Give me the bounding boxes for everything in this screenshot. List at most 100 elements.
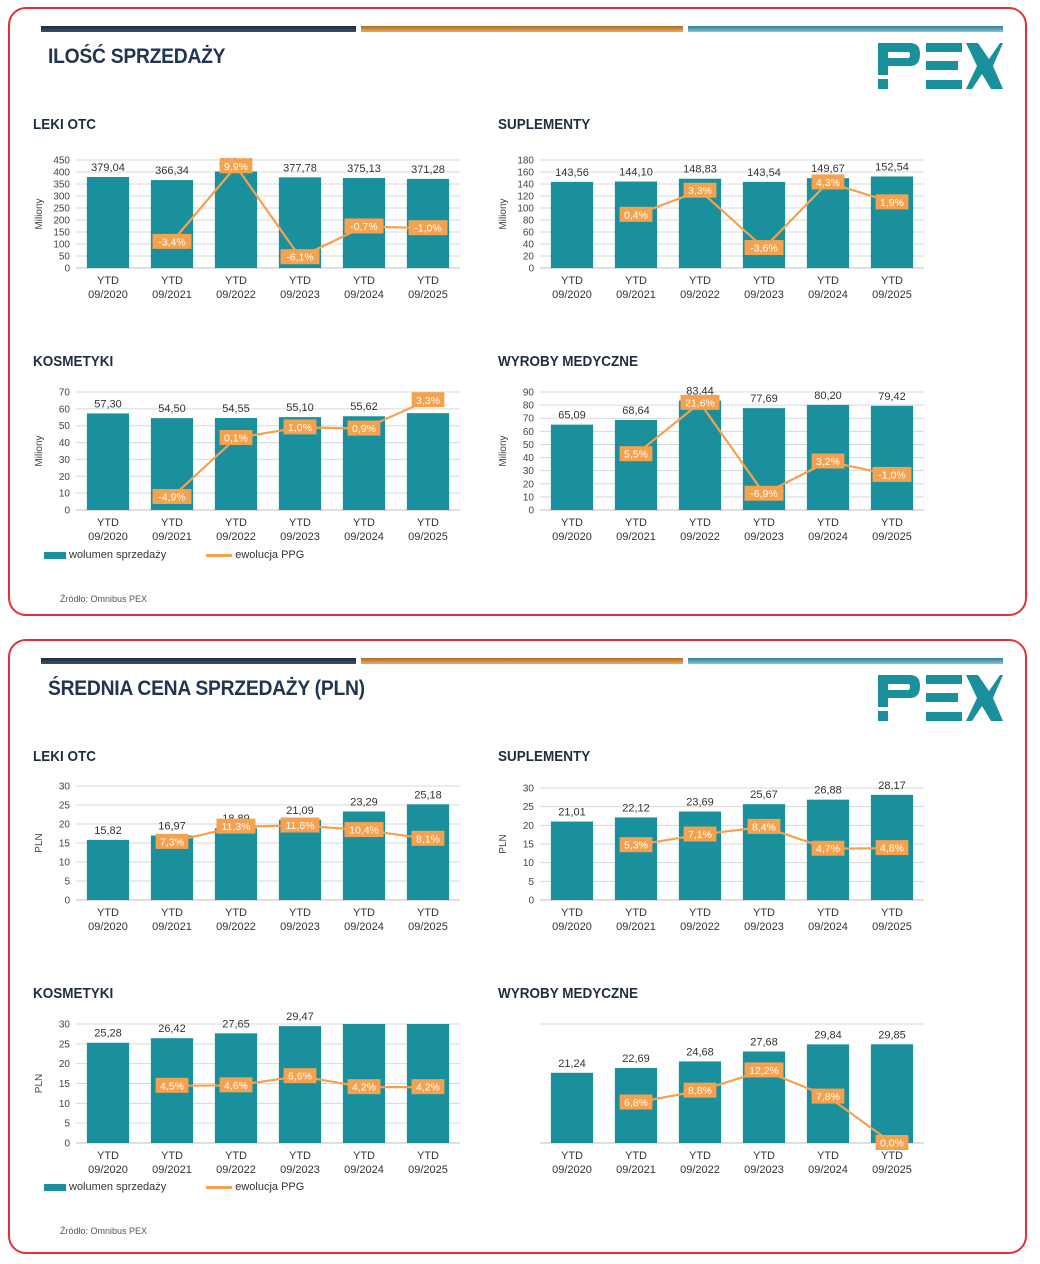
y-tick-label: 15	[523, 840, 535, 851]
header-stripe-navy	[41, 658, 356, 664]
bar	[86, 1042, 130, 1143]
ppg-label: 1,0%	[288, 422, 312, 434]
ppg-label: 6,8%	[624, 1097, 648, 1109]
x-tick-label: YTD	[97, 275, 119, 287]
y-tick-label: 25	[523, 802, 535, 813]
bar	[550, 424, 594, 510]
x-tick-label: YTD	[97, 517, 119, 529]
bar-value-label: 15,82	[94, 825, 122, 837]
ppg-label: 4,2%	[352, 1082, 376, 1094]
x-tick-label: 09/2025	[408, 289, 448, 301]
ppg-label: 4,7%	[816, 843, 840, 855]
ppg-label: 11,6%	[286, 820, 315, 832]
ppg-label-box	[411, 830, 445, 846]
bar-value-label: 68,64	[622, 405, 650, 417]
x-tick-label: 09/2024	[808, 531, 848, 543]
y-tick-label: 10	[59, 858, 71, 869]
section-title: ILOŚĆ SPRZEDAŻY	[48, 45, 226, 68]
y-tick-label: 200	[53, 216, 70, 227]
x-tick-label: 09/2022	[680, 1164, 720, 1176]
header-stripe-teal	[688, 26, 1003, 32]
x-tick-label: YTD	[161, 517, 183, 529]
bar-value-label: 26,42	[158, 1023, 186, 1035]
y-tick-label: 180	[517, 156, 534, 167]
ppg-label: -1,0%	[878, 469, 905, 481]
x-tick-label: 09/2021	[616, 531, 656, 543]
y-tick-label: 100	[53, 240, 70, 251]
chart-title: LEKI OTC	[33, 748, 96, 765]
bar	[678, 811, 722, 900]
ppg-label-box	[152, 489, 192, 505]
chart-kosmetyki-price: 0 5 10 15 20 25 30 PLN 25,28 YTD 09/2020 26,42 YTD 09…	[34, 1011, 460, 1176]
x-tick-label: YTD	[289, 517, 311, 529]
x-tick-label: 09/2025	[872, 921, 912, 933]
bar-value-label: 23,29	[350, 796, 378, 808]
bar-value-label: 29,85	[878, 1029, 906, 1041]
legend-line-swatch	[206, 553, 233, 557]
x-tick-label: 09/2021	[152, 921, 192, 933]
y-tick-label: 40	[59, 438, 71, 449]
y-tick-label: 15	[59, 839, 71, 850]
ppg-label-box	[747, 818, 781, 834]
x-tick-label: 09/2024	[808, 1164, 848, 1176]
bar-value-label: 27,68	[750, 1037, 778, 1049]
x-tick-label: YTD	[817, 907, 839, 919]
bar-value-label: 21,24	[558, 1058, 586, 1070]
x-tick-label: YTD	[689, 1150, 711, 1162]
ppg-label: 8,4%	[752, 821, 776, 833]
ppg-label: 8,8%	[688, 1085, 712, 1097]
bar-value-label: 55,62	[350, 401, 378, 413]
ppg-label-box	[216, 818, 256, 834]
legend-line-label: ewolucja PPG	[235, 1181, 305, 1193]
x-tick-label: 09/2021	[616, 1164, 656, 1176]
bar-value-label: 21,01	[558, 807, 586, 819]
bar	[278, 1026, 322, 1143]
ppg-label: 0,0%	[880, 1138, 904, 1150]
x-tick-label: 09/2022	[680, 921, 720, 933]
panel-sales-volume: ILOŚĆ SPRZEDAŻY Źródło: Omnibus PEX wolu…	[8, 7, 1027, 616]
x-tick-label: 09/2023	[744, 289, 784, 301]
ppg-label: 4,5%	[160, 1080, 184, 1092]
x-tick-label: 09/2025	[408, 921, 448, 933]
bar-value-label: 77,69	[750, 393, 778, 405]
bar-value-label: 371,28	[411, 164, 445, 176]
x-tick-label: 09/2024	[344, 531, 384, 543]
section-title: ŚREDNIA CENA SPRZEDAŻY (PLN)	[48, 677, 365, 700]
ppg-label: 8,1%	[416, 833, 440, 845]
y-tick-label: 0	[64, 1139, 70, 1150]
bar	[870, 405, 914, 510]
y-tick-label: 140	[517, 180, 534, 191]
y-tick-label: 80	[523, 216, 535, 227]
ppg-label-box	[344, 822, 384, 838]
y-tick-label: 60	[523, 228, 535, 239]
ppg-label: -6,9%	[750, 488, 777, 500]
chart-title: SUPLEMENTY	[498, 748, 591, 765]
x-tick-label: YTD	[753, 907, 775, 919]
ppg-label: 4,2%	[416, 1082, 440, 1094]
y-tick-label: 20	[523, 479, 535, 490]
header-stripe-orange	[361, 658, 683, 664]
y-tick-label: 25	[59, 801, 71, 812]
chart-title: KOSMETYKI	[33, 985, 114, 1002]
x-tick-label: YTD	[161, 275, 183, 287]
ppg-label: 4,6%	[224, 1080, 248, 1092]
x-tick-label: 09/2024	[808, 289, 848, 301]
bar-value-label: 24,68	[686, 1046, 714, 1058]
bar-value-label: 144,10	[619, 167, 653, 179]
ppg-label: 3,2%	[816, 456, 840, 468]
y-tick-label: 5	[528, 877, 534, 888]
x-tick-label: YTD	[417, 1150, 439, 1162]
x-tick-label: 09/2021	[152, 289, 192, 301]
ppg-label-box	[347, 1079, 381, 1095]
bar-value-label: 16,97	[158, 821, 186, 833]
x-tick-label: 09/2023	[280, 531, 320, 543]
y-axis-label: PLN	[498, 834, 509, 853]
y-axis-label: PLN	[34, 1074, 45, 1093]
y-tick-label: 0	[528, 264, 534, 275]
x-tick-label: YTD	[817, 1150, 839, 1162]
ppg-label: 3,3%	[416, 395, 440, 407]
y-tick-label: 30	[523, 784, 535, 795]
y-axis-label: Miliony	[34, 198, 45, 229]
bar	[870, 176, 914, 268]
y-tick-label: 10	[523, 858, 535, 869]
